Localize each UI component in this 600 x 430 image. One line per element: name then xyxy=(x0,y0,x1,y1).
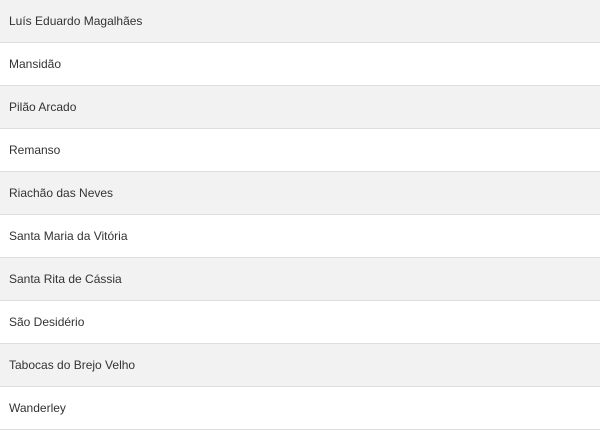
list-item[interactable]: Remanso xyxy=(0,129,600,172)
list-item[interactable]: Tabocas do Brejo Velho xyxy=(0,344,600,387)
list-item[interactable]: Wanderley xyxy=(0,387,600,430)
list-item[interactable]: Santa Maria da Vitória xyxy=(0,215,600,258)
list-item[interactable]: Santa Rita de Cássia xyxy=(0,258,600,301)
list-item[interactable]: Mansidão xyxy=(0,43,600,86)
list-item[interactable]: Riachão das Neves xyxy=(0,172,600,215)
list-item-label: Luís Eduardo Magalhães xyxy=(9,14,143,28)
list-item-label: Mansidão xyxy=(9,57,62,71)
list-item[interactable]: Pilão Arcado xyxy=(0,86,600,129)
list-item-label: Pilão Arcado xyxy=(9,100,77,114)
list-item-label: Wanderley xyxy=(9,401,66,415)
list-item-label: Santa Rita de Cássia xyxy=(9,272,122,286)
list-item-label: Tabocas do Brejo Velho xyxy=(9,358,136,372)
list-item[interactable]: São Desidério xyxy=(0,301,600,344)
list-item-label: Remanso xyxy=(9,143,61,157)
list-item-label: Santa Maria da Vitória xyxy=(9,229,128,243)
list-item[interactable]: Luís Eduardo Magalhães xyxy=(0,0,600,43)
list-item-label: São Desidério xyxy=(9,315,85,329)
list-item-label: Riachão das Neves xyxy=(9,186,114,200)
